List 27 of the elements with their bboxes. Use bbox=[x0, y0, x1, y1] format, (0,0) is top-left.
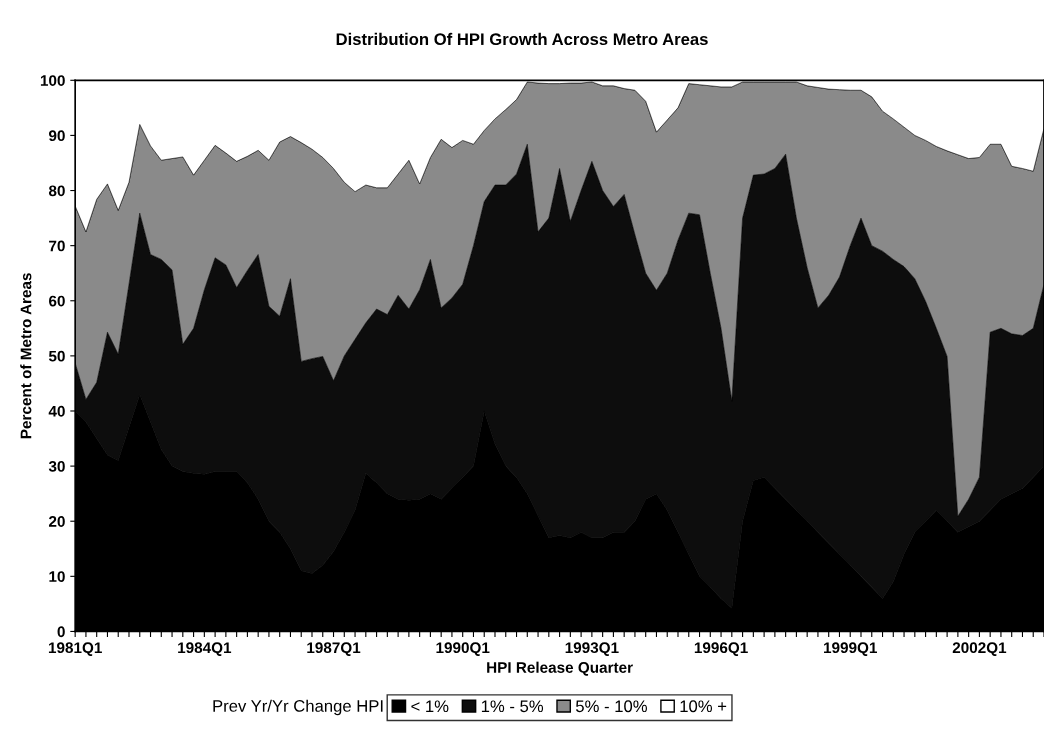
y-tick-label: 20 bbox=[48, 516, 65, 527]
chart-title: Distribution Of HPI Growth Across Metro Areas bbox=[336, 32, 708, 46]
legend-label: < 1% bbox=[411, 700, 449, 713]
x-axis-title: HPI Release Quarter bbox=[487, 661, 633, 676]
y-tick-label: 50 bbox=[48, 350, 65, 362]
y-tick-label: 90 bbox=[48, 130, 65, 142]
legend-title: Prev Yr/Yr Change HPI bbox=[213, 699, 383, 716]
legend-label: 10% + bbox=[680, 700, 727, 713]
x-tick-label: 1993Q1 bbox=[565, 642, 619, 656]
y-tick-label: 0 bbox=[57, 626, 65, 638]
y-axis-title: Percent of Metro Areas bbox=[20, 273, 32, 439]
y-tick-label: 100 bbox=[40, 75, 65, 86]
x-tick-label: 2002Q1 bbox=[952, 642, 1007, 656]
legend-label: 5% - 10% bbox=[575, 700, 647, 713]
y-tick-label: 80 bbox=[48, 185, 65, 197]
y-tick-label: 60 bbox=[49, 295, 65, 307]
x-tick-label: 1984Q1 bbox=[178, 642, 232, 656]
x-tick-label: 1999Q1 bbox=[824, 642, 877, 656]
y-tick-label: 10 bbox=[49, 571, 65, 583]
x-tick-label: 1981Q1 bbox=[48, 642, 102, 656]
x-tick-label: 1996Q1 bbox=[694, 642, 748, 656]
x-tick-label: 1987Q1 bbox=[307, 642, 361, 656]
y-tick-label: 70 bbox=[49, 240, 65, 252]
y-tick-label: 40 bbox=[48, 405, 65, 417]
y-tick-label: 30 bbox=[48, 460, 65, 472]
legend-label: 1% - 5% bbox=[481, 700, 544, 713]
x-tick-label: 1990Q1 bbox=[436, 642, 490, 656]
